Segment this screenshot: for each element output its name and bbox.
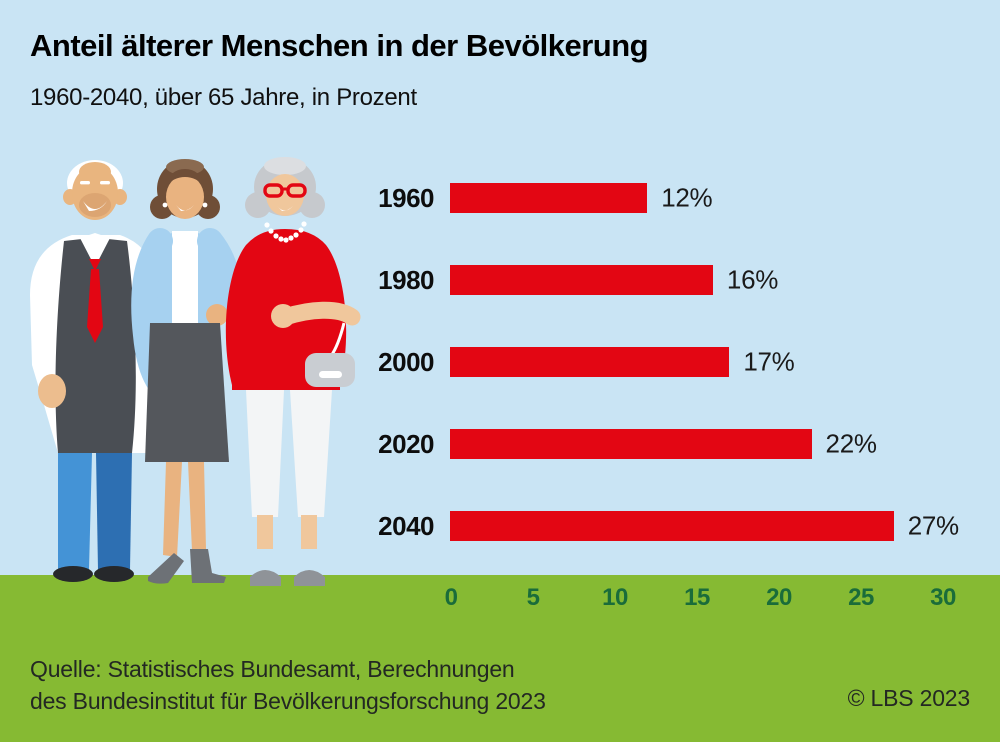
man-head [63, 160, 127, 220]
axis-tick: 10 [602, 584, 628, 611]
axis-tick: 20 [766, 584, 792, 611]
source-line-2: des Bundesinstitut für Bevölkerungsforsc… [30, 688, 546, 714]
axis-tick: 5 [526, 584, 540, 611]
bar-track: 16% [450, 265, 943, 295]
pearl-necklace [264, 221, 307, 243]
bar-row-2020: 2020 22% [0, 429, 1000, 459]
source-note: Quelle: Statistisches Bundesamt, Berechn… [30, 653, 546, 717]
right-woman-head [245, 157, 325, 218]
value-label: 27% [907, 510, 959, 541]
source-line-1: Quelle: Statistisches Bundesamt, Berechn… [30, 656, 515, 682]
value-label: 12% [661, 182, 713, 213]
category-label: 2040 [378, 510, 434, 541]
page-subtitle: 1960-2040, über 65 Jahre, in Prozent [30, 84, 417, 111]
bar-track: 22% [450, 429, 943, 459]
bar-track: 12% [450, 183, 943, 213]
bar-chart: 1960 12% 1980 16% 2000 17% 2020 22% [0, 183, 1000, 593]
elderly-man-illustration [30, 160, 158, 582]
bar-row-2040: 2040 27% [0, 511, 1000, 541]
category-label: 1960 [378, 182, 434, 213]
axis-tick: 0 [444, 584, 458, 611]
category-label: 2000 [378, 346, 434, 377]
bar-2040 [450, 511, 894, 541]
page-title: Anteil älterer Menschen in der Bevölkeru… [30, 28, 649, 63]
elderly-woman-middle-illustration [131, 159, 243, 584]
category-label: 1980 [378, 264, 434, 295]
value-label: 16% [726, 264, 779, 295]
value-label: 22% [825, 428, 877, 459]
bar-2000 [450, 347, 730, 377]
value-label: 17% [743, 346, 795, 377]
bar-row-1980: 1980 16% [0, 265, 1000, 295]
grass-ground [0, 575, 1000, 745]
three-elderly-people-illustration [30, 157, 361, 586]
axis-tick: 25 [848, 584, 874, 611]
bar-1980 [450, 265, 713, 295]
bar-row-2000: 2000 17% [0, 347, 1000, 377]
red-glasses [263, 183, 307, 198]
bottom-white-edge [0, 742, 1000, 745]
bar-track: 17% [450, 347, 943, 377]
x-axis: 0 5 10 15 20 25 30 [445, 584, 957, 612]
axis-tick: 30 [930, 584, 956, 611]
copyright-note: © LBS 2023 [847, 685, 971, 711]
bar-row-1960: 1960 12% [0, 183, 1000, 213]
elderly-woman-right-illustration [225, 157, 361, 586]
bar-track: 27% [450, 511, 959, 541]
man-hand [38, 374, 66, 408]
bar-1960 [450, 183, 648, 213]
category-label: 2020 [378, 428, 434, 459]
handbag [305, 353, 355, 387]
middle-woman-head [150, 159, 220, 219]
axis-tick: 15 [684, 584, 710, 611]
bar-2020 [450, 429, 812, 459]
